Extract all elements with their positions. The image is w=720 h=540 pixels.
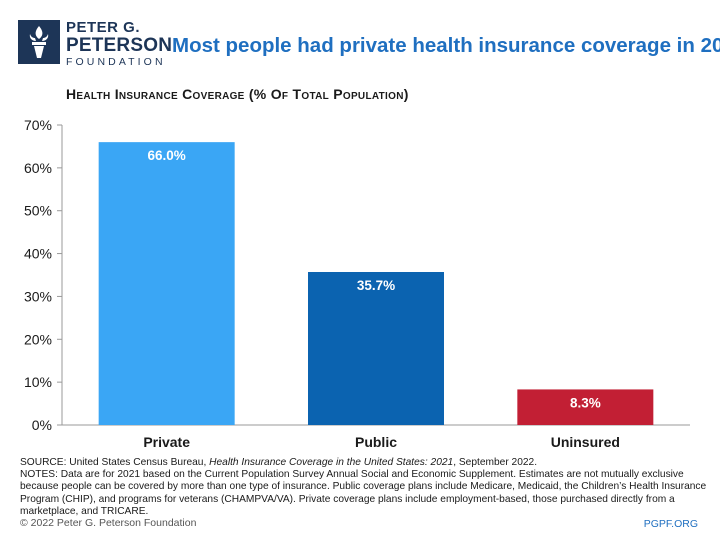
data-label: 35.7% <box>357 278 395 293</box>
copyright: © 2022 Peter G. Peterson Foundation <box>20 517 197 529</box>
notes-text: NOTES: Data are for 2021 based on the Cu… <box>20 469 707 517</box>
logo-line-1: PETER G. <box>66 19 141 36</box>
x-tick-label: Private <box>143 434 190 450</box>
y-tick-label: 50% <box>24 203 52 219</box>
y-tick-label: 30% <box>24 288 52 304</box>
torch-logo-icon <box>18 20 60 64</box>
y-tick-label: 20% <box>24 331 52 347</box>
source-notes: SOURCE: United States Census Bureau, Hea… <box>20 457 710 518</box>
bar-chart: 0% 10% 20% 30% 40% 50% 60% 70% 66.0% Private 35.7%… <box>24 117 690 450</box>
y-tick-label: 60% <box>24 160 52 176</box>
y-tick-label: 70% <box>24 117 52 133</box>
x-tick-label: Public <box>355 434 397 450</box>
y-tick-label: 40% <box>24 246 52 262</box>
logo-line-2: PETERSON <box>66 35 173 56</box>
page-title: Most people had private health insurance… <box>172 34 720 57</box>
source-suffix: , September 2022. <box>453 457 538 468</box>
y-tick-label: 0% <box>32 417 52 433</box>
pgpf-logo: PETER G. PETERSON FOUNDATION <box>18 20 172 68</box>
data-label: 8.3% <box>570 395 601 410</box>
y-tick-label: 10% <box>24 374 52 390</box>
source-title: Health Insurance Coverage in the United … <box>209 457 454 468</box>
bar <box>98 142 235 425</box>
bar <box>517 389 654 425</box>
source-line: SOURCE: United States Census Bureau, Hea… <box>20 457 710 469</box>
chart-title: Health Insurance Coverage (% Of Total Po… <box>66 86 409 102</box>
logo-line-3: FOUNDATION <box>66 56 166 68</box>
data-label: 66.0% <box>148 148 186 163</box>
source-prefix: SOURCE: United States Census Bureau, <box>20 457 210 468</box>
bar <box>308 272 444 425</box>
site-link[interactable]: PGPF.ORG <box>643 518 698 530</box>
x-tick-label: Uninsured <box>551 434 620 450</box>
